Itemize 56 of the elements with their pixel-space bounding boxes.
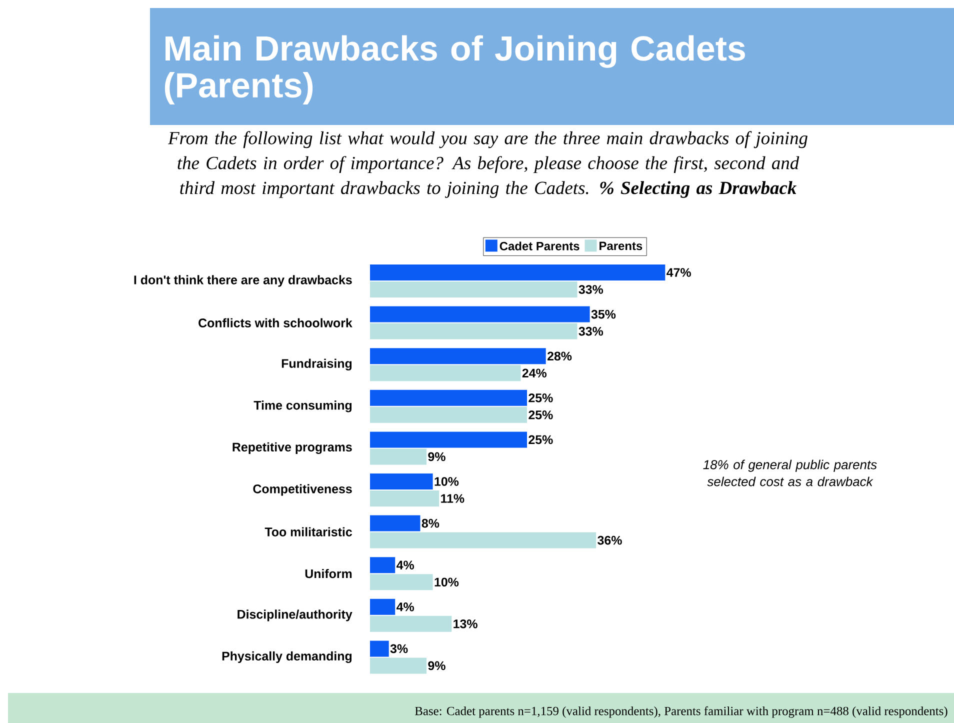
bar [370,432,528,448]
text: Base: Cadet parents n=1,159 (valid respondents), Parents familiar with program n=488 (valid respondents) [415,706,948,718]
data-label: 10% [434,578,459,587]
data-label: 9% [428,661,446,670]
bar [370,616,452,632]
y-tick-label: Repetitive programs [232,442,352,454]
data-label: 25% [528,435,553,444]
data-label: 28% [547,352,572,360]
bar [370,658,427,674]
y-tick-label: I don't think there are any drawbacks [134,275,352,287]
data-label: 33% [578,285,604,294]
data-label: 47% [666,268,691,277]
data-label: 10% [434,477,459,486]
data-label: 33% [578,326,604,336]
bar [370,348,546,364]
data-label: 36% [598,536,622,545]
bar [370,264,666,280]
data-label: 4% [396,560,414,570]
y-tick-label: Uniform [305,569,352,578]
y-tick-label: Too militaristic [264,527,352,536]
chart-title: Main Drawbacks of Joining Cadets (Parents) [164,35,745,105]
data-label: 9% [428,452,446,462]
legend-label: Cadet Parents [500,242,580,250]
data-label: 35% [591,310,616,319]
data-label: 25% [528,410,553,420]
bar [370,306,590,322]
bar [370,490,440,506]
data-label: 25% [528,393,553,402]
bar [370,323,578,340]
y-tick-label: Conflicts with schoolwork [198,318,352,328]
y-tick-label: Fundraising [282,358,352,370]
data-label: 24% [522,368,547,378]
bar [370,473,433,490]
bar [370,365,521,382]
bar [370,390,528,406]
data-label: 8% [422,518,440,528]
text: 18% of general public parents selected cost as a drawback [703,460,877,486]
bar [370,574,433,590]
chart-subtitle: From the following list what would you say are the three main drawbacks of joining the Cadets in order of importance? As before, please choose the first, second and third most important drawbacks to joining the Cadets. % Selecting as Drawback [168,131,808,198]
bar [370,640,389,657]
data-label: 3% [390,644,408,654]
y-tick-label: Physically demanding [222,651,352,664]
bar [370,532,596,548]
data-label: 4% [396,602,414,612]
bar [370,515,420,532]
bar [370,598,396,615]
y-tick-label: Competitiveness [253,484,352,496]
bar [370,448,427,465]
bar [370,406,528,423]
bar [370,557,396,574]
y-tick-label: Discipline/authority [238,610,352,622]
legend-label: Parents [600,242,642,250]
bar [370,281,578,298]
data-label: 13% [454,619,478,628]
data-label: 11% [441,494,464,503]
y-tick-label: Time consuming [254,400,352,412]
